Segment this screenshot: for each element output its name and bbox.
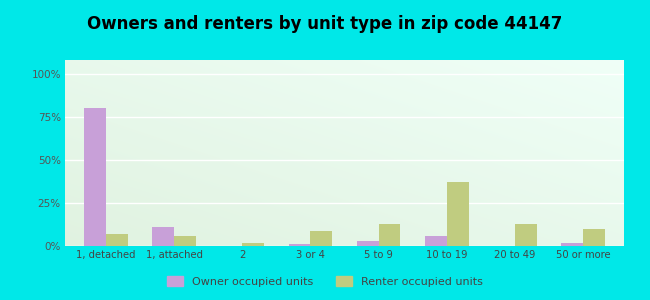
Bar <box>447 182 469 246</box>
Bar <box>357 241 378 246</box>
Bar <box>378 224 400 246</box>
Bar <box>242 243 264 246</box>
Bar <box>425 236 447 246</box>
Bar <box>84 108 106 246</box>
Bar <box>152 227 174 246</box>
Legend: Owner occupied units, Renter occupied units: Owner occupied units, Renter occupied un… <box>162 272 488 291</box>
Text: Owners and renters by unit type in zip code 44147: Owners and renters by unit type in zip c… <box>87 15 563 33</box>
Bar <box>311 230 332 246</box>
Bar <box>106 234 127 246</box>
Bar <box>583 229 605 246</box>
Bar <box>289 244 311 246</box>
Bar <box>515 224 537 246</box>
Bar <box>562 243 583 246</box>
Bar <box>174 236 196 246</box>
